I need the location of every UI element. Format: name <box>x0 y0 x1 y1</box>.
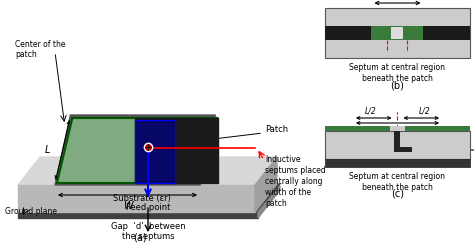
Bar <box>394 147 412 152</box>
Polygon shape <box>18 157 277 185</box>
Text: L/2: L/2 <box>365 106 376 115</box>
Text: L: L <box>395 125 400 134</box>
Text: Center of the
patch: Center of the patch <box>15 40 65 59</box>
Bar <box>392 27 403 39</box>
Bar <box>390 126 405 131</box>
Text: Inductive
septums placed
centrally along
width of the
patch: Inductive septums placed centrally along… <box>265 155 326 208</box>
Polygon shape <box>135 118 219 183</box>
Text: Ground plane: Ground plane <box>5 207 57 216</box>
Polygon shape <box>55 115 215 185</box>
Polygon shape <box>18 184 280 212</box>
Polygon shape <box>57 118 218 183</box>
Text: (a): (a) <box>133 233 147 243</box>
Bar <box>372 26 423 40</box>
Bar <box>325 159 470 167</box>
Bar <box>394 131 401 152</box>
Text: W: W <box>123 201 132 211</box>
Polygon shape <box>18 185 255 212</box>
Bar <box>325 131 470 159</box>
Text: Septum at central region
beneath the patch: Septum at central region beneath the pat… <box>349 63 446 83</box>
Bar <box>325 126 470 131</box>
Polygon shape <box>18 212 258 218</box>
Text: L: L <box>45 145 50 155</box>
Polygon shape <box>135 120 175 183</box>
Text: Substrate (εr): Substrate (εr) <box>112 194 171 203</box>
Text: (c): (c) <box>391 188 404 198</box>
Polygon shape <box>255 157 277 212</box>
Bar <box>325 26 470 40</box>
Text: Gap  ‘d’  between
the septums: Gap ‘d’ between the septums <box>111 222 185 241</box>
Text: Septum at central region
beneath the patch: Septum at central region beneath the pat… <box>349 172 446 192</box>
Text: Feed point: Feed point <box>126 203 170 212</box>
Polygon shape <box>258 186 280 218</box>
Text: (b): (b) <box>391 81 404 91</box>
Bar <box>325 8 470 58</box>
Text: Patch: Patch <box>265 125 288 135</box>
Text: L/2: L/2 <box>419 106 430 115</box>
Text: d: d <box>395 46 400 55</box>
